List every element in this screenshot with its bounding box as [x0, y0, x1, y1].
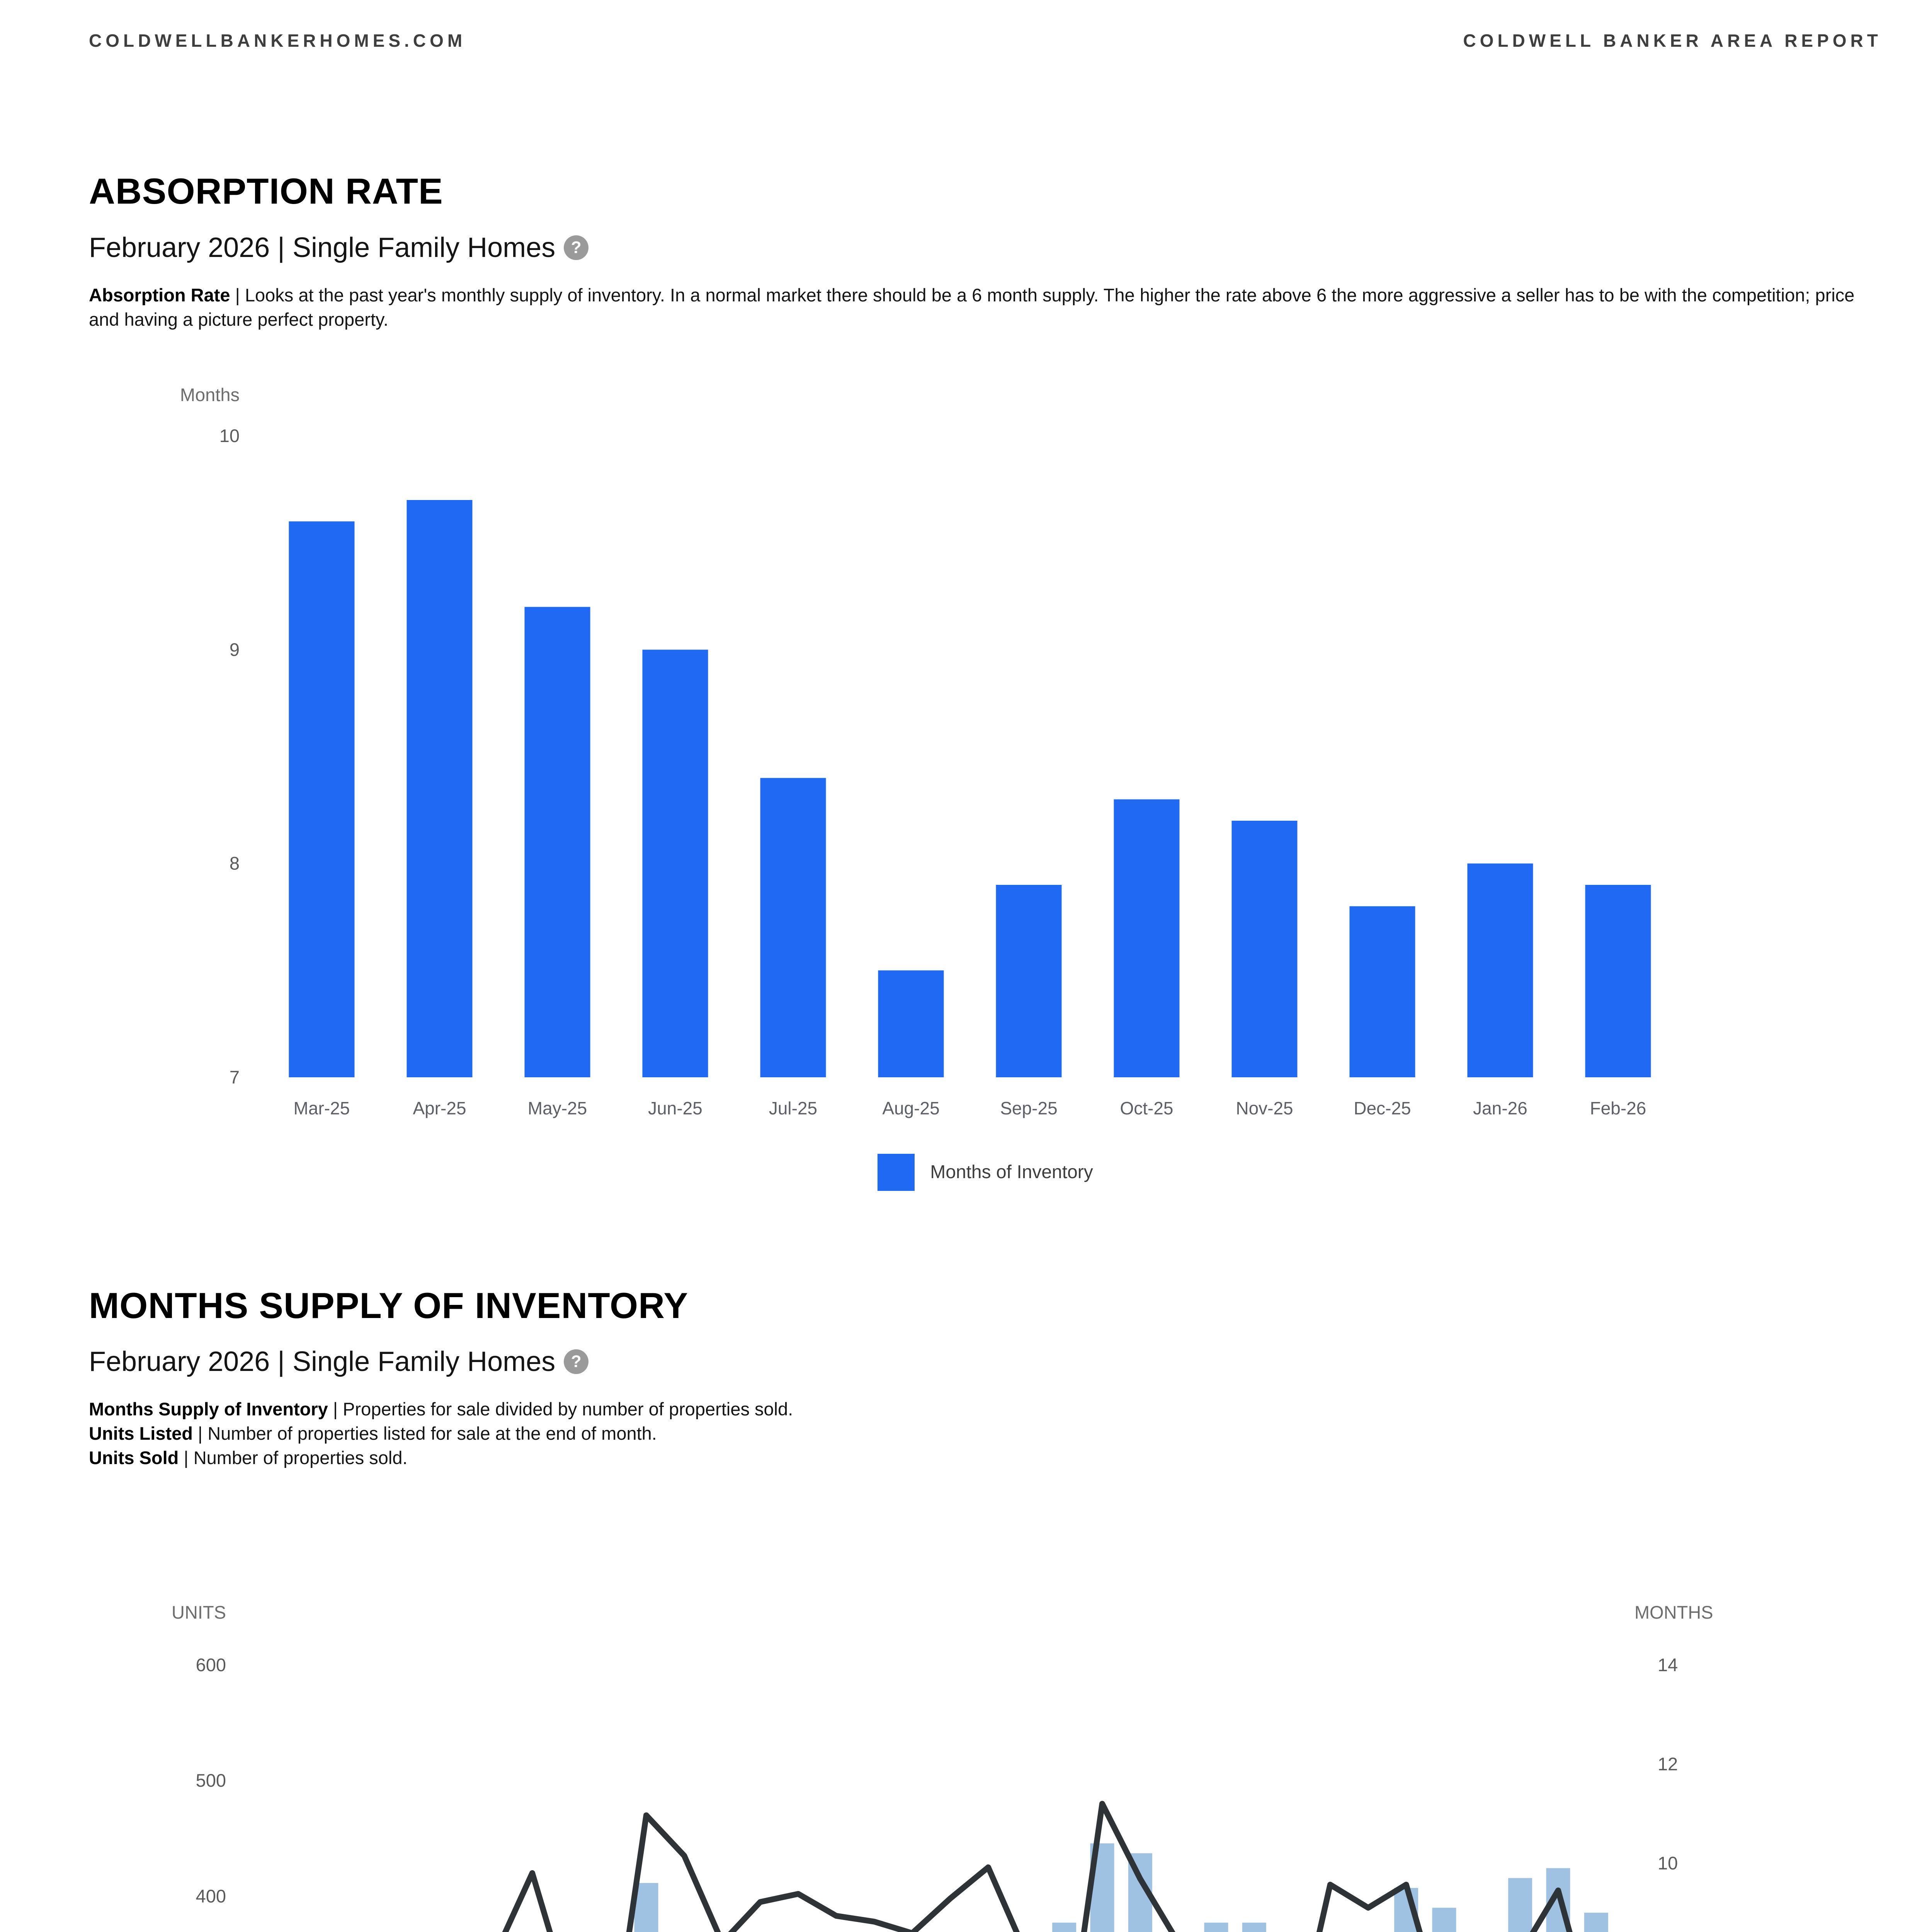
definition-line: Units Sold | Number of properties sold.: [89, 1446, 1882, 1470]
left-axis-title: UNITS: [172, 1602, 226, 1622]
months-supply-section: MONTHS SUPPLY OF INVENTORY February 2026…: [89, 1286, 1882, 1932]
absorption-description-text: | Looks at the past year's monthly suppl…: [89, 284, 1855, 330]
x-tick-label: Sep-25: [1000, 1098, 1057, 1118]
above-5-months-bar: [634, 1883, 658, 1932]
help-icon[interactable]: ?: [564, 235, 589, 260]
left-tick-label: 500: [196, 1770, 226, 1791]
above-5-months-bar: [1242, 1922, 1266, 1932]
definition-term: Units Listed: [89, 1423, 193, 1444]
above-5-months-bar: [1508, 1878, 1532, 1932]
inventory-bar: [1114, 799, 1180, 1077]
inventory-bar: [1467, 863, 1533, 1077]
page-header: COLDWELLBANKERHOMES.COM COLDWELL BANKER …: [89, 0, 1882, 51]
absorption-subtitle: February 2026 | Single Family Homes: [89, 232, 556, 263]
msi-definitions: Months Supply of Inventory | Properties …: [89, 1397, 1882, 1470]
right-tick-label: 14: [1658, 1655, 1678, 1675]
x-tick-label: Feb-26: [1590, 1098, 1646, 1118]
inventory-bar: [1231, 820, 1298, 1077]
inventory-bar: [760, 777, 826, 1077]
y-tick-label: 8: [230, 853, 240, 873]
inventory-bar: [289, 521, 355, 1077]
y-axis-title: Months: [180, 384, 240, 405]
x-tick-label: Apr-25: [413, 1098, 466, 1118]
right-tick-label: 10: [1658, 1853, 1678, 1873]
inventory-bar: [1349, 906, 1415, 1077]
months-of-inventory-swatch: [878, 1153, 915, 1191]
right-tick-label: 12: [1658, 1753, 1678, 1774]
y-tick-label: 10: [219, 425, 240, 446]
inventory-bar: [1585, 884, 1651, 1077]
y-tick-label: 7: [230, 1067, 240, 1087]
above-5-months-bar: [1052, 1922, 1077, 1932]
absorption-chart-legend: Months of Inventory: [89, 1153, 1882, 1191]
inventory-bar: [996, 884, 1062, 1077]
y-tick-label: 9: [230, 639, 240, 660]
absorption-description-term: Absorption Rate: [89, 284, 230, 305]
msi-section-title: MONTHS SUPPLY OF INVENTORY: [89, 1285, 689, 1326]
definition-term: Months Supply of Inventory: [89, 1399, 328, 1420]
definition-text: | Number of properties listed for sale a…: [192, 1423, 657, 1444]
left-tick-label: 600: [196, 1655, 226, 1675]
x-tick-label: May-25: [528, 1098, 587, 1118]
units-listed-line: [502, 1801, 1573, 1932]
inventory-bar: [642, 649, 708, 1077]
above-5-months-bar: [1432, 1908, 1456, 1932]
x-tick-label: Aug-25: [882, 1098, 939, 1118]
msi-subtitle-row: February 2026 | Single Family Homes ?: [89, 1346, 1882, 1378]
right-axis-title: MONTHS: [1634, 1602, 1713, 1622]
inventory-bar: [878, 970, 944, 1077]
definition-text: | Properties for sale divided by number …: [328, 1399, 793, 1420]
definition-line: Units Listed | Number of properties list…: [89, 1421, 1882, 1446]
absorption-description: Absorption Rate | Looks at the past year…: [89, 283, 1882, 332]
x-tick-label: Jul-25: [769, 1098, 817, 1118]
months-of-inventory-legend-label: Months of Inventory: [930, 1162, 1093, 1183]
header-left-text: COLDWELLBANKERHOMES.COM: [89, 31, 466, 51]
x-tick-label: Oct-25: [1120, 1098, 1173, 1118]
absorption-rate-section: ABSORPTION RATE February 2026 | Single F…: [89, 172, 1882, 1191]
above-5-months-bar: [1584, 1913, 1608, 1932]
above-5-months-bar: [1204, 1922, 1228, 1932]
definition-term: Units Sold: [89, 1447, 179, 1468]
x-tick-label: Jun-25: [648, 1098, 702, 1118]
header-right-text: COLDWELL BANKER AREA REPORT: [1463, 31, 1882, 51]
x-tick-label: Dec-25: [1354, 1098, 1411, 1118]
msi-subtitle: February 2026 | Single Family Homes: [89, 1346, 556, 1378]
inventory-bar: [406, 500, 473, 1077]
absorption-section-title: ABSORPTION RATE: [89, 171, 443, 211]
x-tick-label: Jan-26: [1473, 1098, 1527, 1118]
inventory-bar: [524, 607, 590, 1077]
x-tick-label: Nov-25: [1236, 1098, 1293, 1118]
absorption-rate-chart: Months 10 9 8 7 Mar-25 Apr-25 May-25 Jun-25 Jul-2…: [180, 384, 1651, 1118]
definition-line: Months Supply of Inventory | Properties …: [89, 1397, 1882, 1421]
left-tick-label: 400: [196, 1886, 226, 1906]
help-icon[interactable]: ?: [564, 1349, 589, 1374]
absorption-subtitle-row: February 2026 | Single Family Homes ?: [89, 232, 1882, 264]
x-tick-label: Mar-25: [294, 1098, 350, 1118]
definition-text: | Number of properties sold.: [179, 1447, 408, 1468]
months-supply-chart: UNITSMONTHS60050040030020010001412108642…: [172, 1602, 1713, 1932]
